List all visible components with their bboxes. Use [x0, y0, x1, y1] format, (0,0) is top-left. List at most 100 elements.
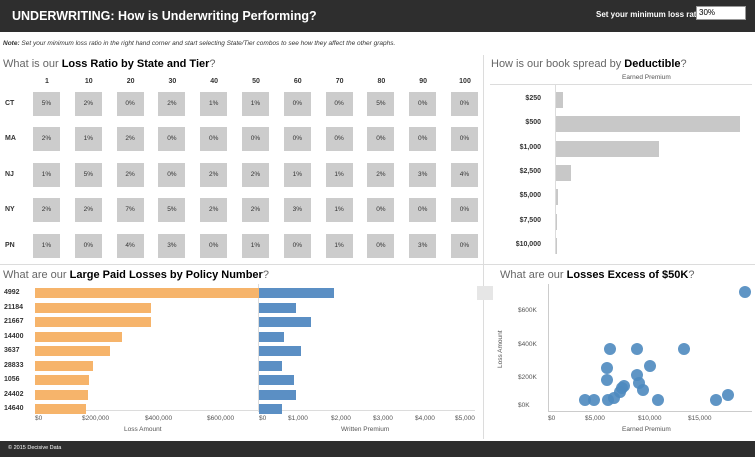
- loss-ratio-cell[interactable]: 5%: [33, 92, 60, 116]
- loss-ratio-cell[interactable]: 3%: [409, 162, 437, 187]
- loss-amount-bar[interactable]: [35, 317, 151, 327]
- loss-ratio-cell[interactable]: 0%: [283, 127, 311, 152]
- loss-ratio-cell[interactable]: 1%: [200, 92, 228, 116]
- loss-ratio-cell[interactable]: 2%: [116, 127, 144, 152]
- loss-ratio-cell[interactable]: 2%: [158, 92, 186, 116]
- loss-ratio-cell[interactable]: 1%: [325, 233, 353, 258]
- written-premium-bar[interactable]: [259, 360, 282, 371]
- deductible-bar[interactable]: [556, 140, 660, 157]
- scatter-point[interactable]: [631, 343, 644, 356]
- loss-ratio-cell[interactable]: 0%: [325, 92, 353, 116]
- written-premium-bar[interactable]: [259, 317, 311, 327]
- loss-ratio-cell[interactable]: 0%: [451, 92, 478, 116]
- loss-ratio-cell[interactable]: 0%: [283, 92, 311, 116]
- loss-ratio-cell[interactable]: 0%: [242, 127, 269, 152]
- policy-number-label: 21667: [4, 318, 24, 325]
- scatter-point[interactable]: [601, 373, 614, 386]
- loss-ratio-cell[interactable]: 2%: [200, 198, 228, 223]
- loss-amount-bar[interactable]: [35, 346, 110, 356]
- loss-ratio-cell[interactable]: 1%: [283, 162, 311, 187]
- loss-ratio-cell[interactable]: 2%: [74, 198, 102, 223]
- loss-ratio-cell[interactable]: 0%: [200, 233, 228, 258]
- loss-ratio-cell[interactable]: 3%: [283, 198, 311, 223]
- note-text: Note: Set your minimum loss ratio in the…: [3, 40, 396, 47]
- written-premium-bar[interactable]: [259, 346, 301, 356]
- loss-ratio-cell[interactable]: 0%: [158, 127, 186, 152]
- scatter-y-tick: $400K: [518, 341, 537, 348]
- loss-ratio-cell[interactable]: 0%: [325, 127, 353, 152]
- loss-ratio-cell[interactable]: 0%: [367, 198, 395, 223]
- loss-amount-bar[interactable]: [35, 288, 267, 298]
- loss-ratio-cell[interactable]: 0%: [451, 198, 478, 223]
- loss-ratio-cell[interactable]: 1%: [33, 162, 60, 187]
- loss-ratio-cell[interactable]: 2%: [200, 162, 228, 187]
- loss-ratio-cell[interactable]: 0%: [158, 162, 186, 187]
- scatter-point[interactable]: [636, 383, 649, 396]
- loss-amount-bar[interactable]: [35, 331, 122, 342]
- written-premium-bar[interactable]: [259, 288, 334, 298]
- loss-ratio-cell[interactable]: 0%: [451, 127, 478, 152]
- deductible-bar[interactable]: [556, 164, 571, 181]
- loss-ratio-cell[interactable]: 0%: [367, 127, 395, 152]
- loss-ratio-cell[interactable]: 2%: [242, 162, 269, 187]
- loss-ratio-cell[interactable]: 2%: [242, 198, 269, 223]
- loss-ratio-cell[interactable]: 4%: [116, 233, 144, 258]
- loss-ratio-cell[interactable]: 5%: [158, 198, 186, 223]
- loss-ratio-cell[interactable]: 1%: [325, 162, 353, 187]
- loss-ratio-cell[interactable]: 1%: [74, 127, 102, 152]
- min-loss-input[interactable]: 30%: [696, 6, 746, 20]
- scatter-point[interactable]: [587, 393, 600, 406]
- loss-ratio-cell[interactable]: 0%: [451, 233, 478, 258]
- loss-ratio-cell[interactable]: 0%: [116, 92, 144, 116]
- loss-ratio-cell[interactable]: 0%: [367, 233, 395, 258]
- loss-amount-bar[interactable]: [35, 389, 88, 400]
- written-premium-bar[interactable]: [259, 404, 282, 414]
- deductible-bar[interactable]: [556, 237, 557, 254]
- scatter-point[interactable]: [652, 393, 665, 406]
- loss-ratio-cell[interactable]: 1%: [33, 233, 60, 258]
- loss-amount-bar[interactable]: [35, 302, 151, 313]
- scatter-point[interactable]: [643, 360, 656, 373]
- loss-ratio-cell[interactable]: 0%: [409, 127, 437, 152]
- scatter-point[interactable]: [617, 380, 630, 393]
- written-premium-bar[interactable]: [259, 302, 297, 313]
- loss-ratio-cell[interactable]: 1%: [242, 233, 269, 258]
- deductible-label: $1,000: [519, 143, 541, 151]
- loss-ratio-cell[interactable]: 2%: [33, 198, 60, 223]
- scrollbar-thumb[interactable]: [477, 286, 493, 300]
- loss-ratio-cell[interactable]: 2%: [33, 127, 60, 152]
- loss-amount-bar[interactable]: [35, 404, 86, 414]
- deductible-bar[interactable]: [556, 213, 557, 230]
- deductible-bar[interactable]: [556, 116, 740, 133]
- written-premium-bar[interactable]: [259, 389, 297, 400]
- scatter-point[interactable]: [722, 388, 735, 401]
- loss-amount-bar[interactable]: [35, 360, 93, 371]
- scatter-point[interactable]: [601, 361, 614, 374]
- loss-ratio-cell[interactable]: 0%: [409, 198, 437, 223]
- scatter-point[interactable]: [678, 343, 691, 356]
- scatter-point[interactable]: [709, 393, 722, 406]
- written-premium-bar[interactable]: [259, 375, 295, 385]
- scatter-point[interactable]: [738, 286, 751, 299]
- loss-ratio-cell[interactable]: 4%: [451, 162, 478, 187]
- loss-ratio-cell[interactable]: 3%: [158, 233, 186, 258]
- loss-ratio-cell[interactable]: 0%: [74, 233, 102, 258]
- loss-ratio-cell[interactable]: 0%: [200, 127, 228, 152]
- written-premium-bar[interactable]: [259, 331, 284, 342]
- loss-ratio-cell[interactable]: 2%: [367, 162, 395, 187]
- loss-ratio-cell[interactable]: 7%: [116, 198, 144, 223]
- policy-number-label: 14400: [4, 332, 24, 340]
- loss-ratio-cell[interactable]: 3%: [409, 233, 437, 258]
- deductible-bar[interactable]: [556, 92, 564, 108]
- deductible-bar[interactable]: [556, 189, 558, 206]
- loss-amount-bar[interactable]: [35, 375, 90, 385]
- loss-ratio-cell[interactable]: 0%: [283, 233, 311, 258]
- loss-ratio-cell[interactable]: 2%: [74, 92, 102, 116]
- loss-ratio-cell[interactable]: 2%: [116, 162, 144, 187]
- scatter-point[interactable]: [604, 343, 617, 356]
- loss-ratio-cell[interactable]: 0%: [409, 92, 437, 116]
- loss-ratio-cell[interactable]: 5%: [367, 92, 395, 116]
- loss-ratio-cell[interactable]: 1%: [242, 92, 269, 116]
- loss-ratio-cell[interactable]: 1%: [325, 198, 353, 223]
- loss-ratio-cell[interactable]: 5%: [74, 162, 102, 187]
